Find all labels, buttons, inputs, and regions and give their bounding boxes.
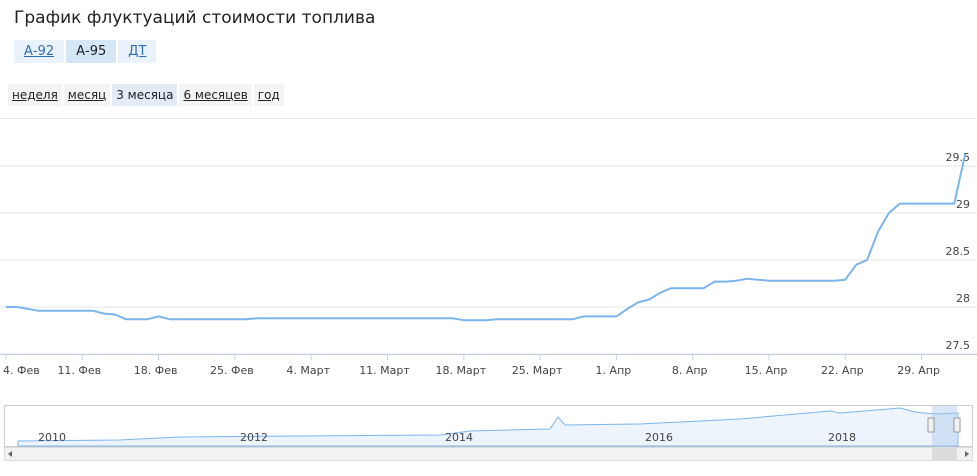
y-tick-label: 29 — [956, 198, 970, 211]
y-tick-label: 29.5 — [946, 151, 971, 164]
x-tick-label: 15. Апр — [745, 364, 788, 377]
tab[interactable]: А-95 — [66, 40, 117, 63]
scrollbar-thumb[interactable] — [932, 448, 957, 460]
fuel-tabs: А-92 А-95 ДТ — [14, 40, 157, 63]
tab[interactable]: неделя — [8, 84, 62, 106]
x-tick-label: 11. Март — [359, 364, 410, 377]
navigator-selection[interactable] — [932, 406, 957, 446]
y-tick-label: 27.5 — [946, 339, 971, 352]
x-tick-label: 18. Март — [435, 364, 486, 377]
tab[interactable]: 3 месяца — [112, 84, 178, 106]
series-line — [6, 153, 967, 322]
y-tick-label: 28 — [956, 292, 970, 305]
period-tabs: неделя месяц 3 месяца 6 месяцев год — [8, 84, 284, 106]
navigator-label: 2012 — [240, 431, 268, 444]
x-tick-label: 1. Апр — [596, 364, 632, 377]
tab[interactable]: ДТ — [118, 40, 157, 63]
x-tick-label: 4. Фев — [3, 364, 40, 377]
x-tick-label: 11. Фев — [57, 364, 101, 377]
navigator-series — [17, 407, 959, 447]
navigator-label: 2010 — [38, 431, 66, 444]
navigator-label: 2014 — [445, 431, 473, 444]
x-tick-label: 4. Март — [286, 364, 330, 377]
navigator-label: 2016 — [645, 431, 673, 444]
x-tick-label: 25. Март — [512, 364, 563, 377]
x-tick-label: 29. Апр — [897, 364, 940, 377]
navigator-label: 2018 — [828, 431, 856, 444]
navigator-handle[interactable] — [927, 417, 935, 433]
tab[interactable]: 6 месяцев — [179, 84, 252, 106]
tab[interactable]: месяц — [63, 84, 111, 106]
page-title: График флуктуаций стоимости топлива — [14, 8, 376, 28]
y-tick-label: 28.5 — [946, 245, 971, 258]
navigator-handle[interactable] — [953, 417, 961, 433]
x-tick-label: 18. Фев — [134, 364, 178, 377]
x-tick-label: 22. Апр — [821, 364, 864, 377]
tab[interactable]: А-92 — [14, 40, 65, 63]
x-tick-label: 25. Фев — [210, 364, 254, 377]
scrollbar[interactable] — [4, 447, 973, 461]
navigator: 2010 2012 2014 2016 2018 — [4, 405, 973, 461]
x-tick-label: 8. Апр — [672, 364, 708, 377]
tab[interactable]: год — [253, 84, 284, 106]
